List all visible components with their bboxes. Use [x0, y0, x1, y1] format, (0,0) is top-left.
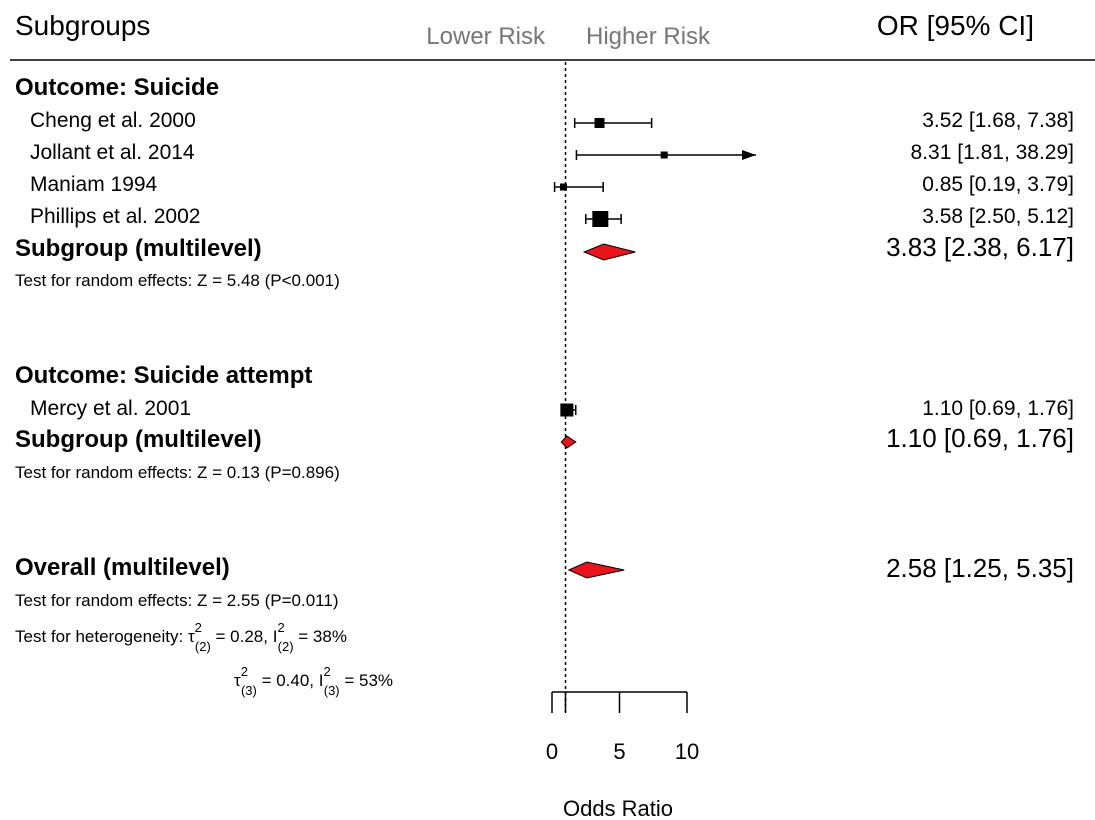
x-axis-label: Odds Ratio	[563, 796, 673, 820]
tau-sup: 2	[241, 664, 248, 679]
tick-label: 10	[675, 739, 699, 764]
overall-ci: 2.58 [1.25, 5.35]	[886, 553, 1074, 583]
group-title: Outcome: Suicide attempt	[15, 362, 312, 389]
tick-label: 5	[613, 739, 625, 764]
random-effects-test: Test for random effects: Z = 5.48 (P<0.0…	[15, 271, 340, 290]
point-estimate-square	[660, 151, 668, 159]
point-estimate-square	[559, 183, 567, 191]
study-ci: 3.58 [2.50, 5.12]	[922, 205, 1074, 228]
i-value: = 53%	[340, 671, 393, 690]
tau-value: = 0.40,	[257, 671, 319, 690]
i-symbol: I	[319, 671, 324, 690]
or-ci-header: OR [95% CI]	[877, 10, 1034, 41]
heterogeneity-test-level3: τ2 (3) = 0.40, I2 (3) = 53%	[234, 664, 393, 698]
study-name: Maniam 1994	[30, 173, 158, 196]
summary-diamond	[567, 561, 625, 579]
summary-diamond	[582, 243, 636, 261]
subgroup-summary-label: Subgroup (multilevel)	[15, 235, 262, 262]
overall-label: Overall (multilevel)	[15, 554, 230, 581]
study-ci: 1.10 [0.69, 1.76]	[922, 397, 1074, 420]
tau-sub: (2)	[195, 639, 211, 654]
group-title: Outcome: Suicide	[15, 74, 219, 101]
higher-risk-label: Higher Risk	[586, 23, 711, 50]
heterogeneity-prefix: Test for heterogeneity:	[15, 627, 188, 646]
summary-diamond	[560, 435, 577, 449]
study-ci: 8.31 [1.81, 38.29]	[911, 141, 1074, 164]
random-effects-test: Test for random effects: Z = 0.13 (P=0.8…	[15, 463, 340, 482]
i-sup: 2	[277, 620, 284, 635]
point-estimate-square	[560, 403, 574, 417]
i-sub: (3)	[324, 683, 340, 698]
study-name: Phillips et al. 2002	[30, 205, 200, 228]
i-sup: 2	[324, 664, 331, 679]
tau-symbol: τ	[234, 671, 241, 690]
plot-marks	[553, 118, 756, 579]
x-axis	[551, 691, 688, 713]
i-sub: (2)	[278, 639, 294, 654]
tau-value: = 0.28,	[211, 627, 273, 646]
ci-arrow	[742, 150, 756, 160]
lower-risk-label: Lower Risk	[426, 23, 546, 50]
subgroup-summary-label: Subgroup (multilevel)	[15, 426, 262, 453]
study-ci: 3.52 [1.68, 7.38]	[922, 109, 1074, 132]
point-estimate-square	[592, 211, 609, 227]
heterogeneity-test: Test for heterogeneity: τ2 (2) = 0.28, I2…	[15, 620, 347, 654]
subgroup-summary-ci: 1.10 [0.69, 1.76]	[886, 423, 1074, 453]
tick-label: 0	[546, 739, 558, 764]
study-name: Mercy et al. 2001	[30, 397, 191, 420]
study-name: Jollant et al. 2014	[30, 141, 195, 164]
i-value: = 38%	[294, 627, 347, 646]
tau-symbol: τ	[188, 627, 195, 646]
tau-sub: (3)	[241, 683, 257, 698]
study-name: Cheng et al. 2000	[30, 109, 196, 132]
tau-sup: 2	[195, 620, 202, 635]
subgroup-summary-ci: 3.83 [2.38, 6.17]	[886, 232, 1074, 262]
subgroups-header: Subgroups	[15, 10, 150, 41]
point-estimate-square	[594, 118, 605, 128]
study-ci: 0.85 [0.19, 3.79]	[922, 173, 1074, 196]
overall-random-effects-test: Test for random effects: Z = 2.55 (P=0.0…	[15, 591, 338, 610]
i-symbol: I	[273, 627, 278, 646]
